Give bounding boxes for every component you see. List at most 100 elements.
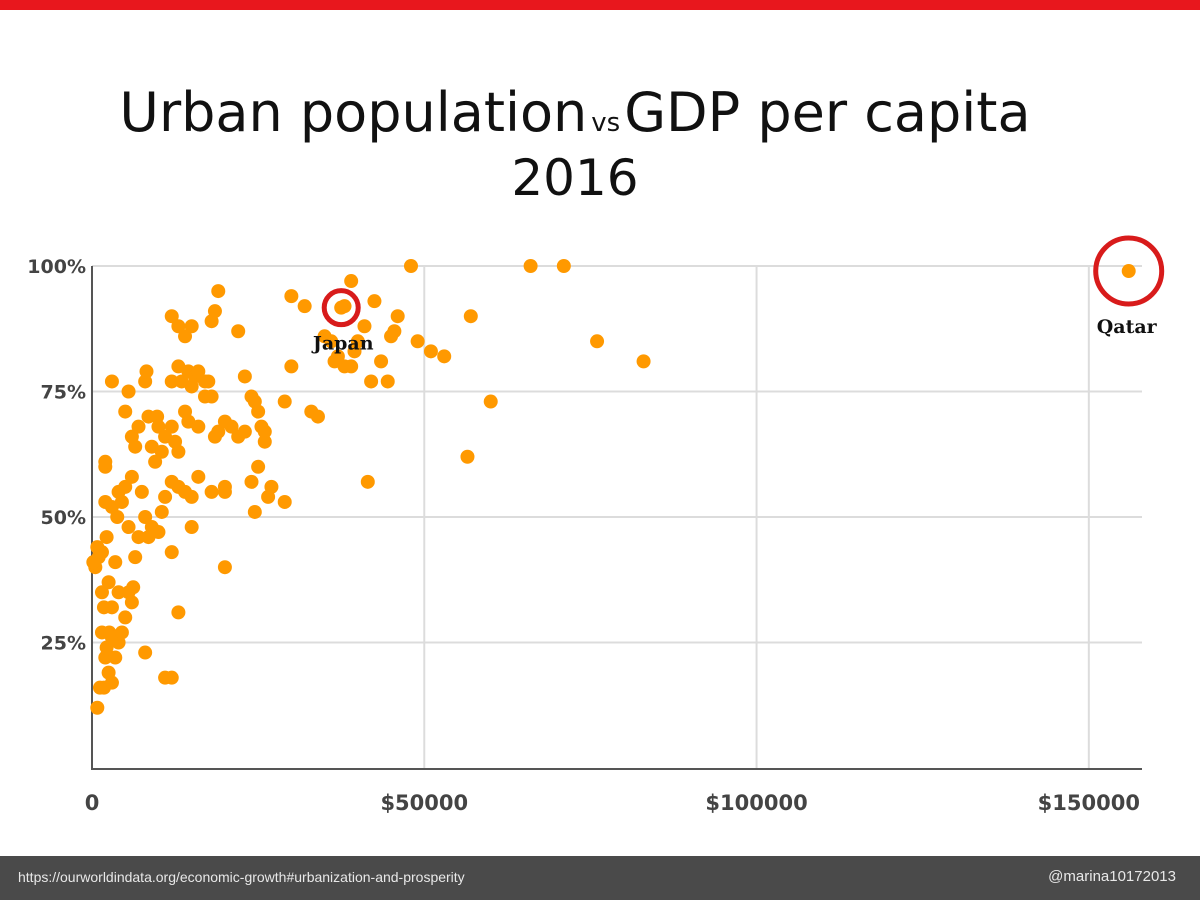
data-point [217, 484, 232, 499]
data-point [277, 394, 292, 409]
data-point [264, 479, 279, 494]
data-point [231, 324, 246, 339]
data-point [158, 489, 173, 504]
annotation-label: Qatar [1097, 316, 1158, 338]
data-point [131, 419, 146, 434]
data-point [171, 444, 186, 459]
data-point [191, 419, 206, 434]
data-point [154, 504, 169, 519]
data-point [324, 334, 339, 349]
data-point [410, 334, 425, 349]
data-point [134, 484, 149, 499]
data-point [483, 394, 498, 409]
data-point [118, 404, 133, 419]
data-point [251, 459, 266, 474]
data-point [164, 670, 179, 685]
data-point [374, 354, 389, 369]
data-point [523, 259, 538, 273]
data-point [237, 424, 252, 439]
data-point [171, 605, 186, 620]
data-point [151, 419, 166, 434]
data-point [104, 374, 119, 389]
data-point [128, 550, 143, 565]
data-point [636, 354, 651, 369]
highlighted-point [334, 300, 349, 315]
data-point [460, 449, 475, 464]
data-point [108, 555, 123, 570]
y-tick-label: 25% [41, 633, 86, 655]
title-vs: vs [591, 108, 621, 138]
data-point [437, 349, 452, 364]
highlighted-point [1121, 264, 1136, 279]
data-point [164, 545, 179, 560]
data-point [90, 540, 105, 555]
data-point [201, 374, 216, 389]
data-point [184, 489, 199, 504]
data-point [204, 389, 219, 404]
data-point [128, 439, 143, 454]
data-point [284, 359, 299, 374]
data-point [151, 525, 166, 540]
data-point [184, 319, 199, 334]
data-point [204, 484, 219, 499]
data-point [217, 560, 232, 575]
data-point [121, 384, 136, 399]
data-point [237, 369, 252, 384]
data-point [297, 299, 312, 314]
top-accent-bar [0, 0, 1200, 10]
x-tick-label: $150000 [1038, 791, 1140, 815]
data-point [310, 409, 325, 424]
data-point [178, 329, 193, 344]
highlight-ring [1093, 235, 1165, 307]
data-point [357, 319, 372, 334]
data-point [211, 424, 226, 439]
data-point [224, 419, 239, 434]
data-point [344, 274, 359, 289]
x-tick-label: 0 [85, 791, 100, 815]
source-link[interactable]: https://ourworldindata.org/economic-grow… [18, 869, 465, 885]
data-point [360, 474, 375, 489]
data-point [139, 364, 154, 379]
x-tick-label: $100000 [705, 791, 807, 815]
data-point [94, 625, 109, 640]
data-point [590, 334, 605, 349]
data-point [94, 585, 109, 600]
data-point [114, 494, 129, 509]
data-point [211, 284, 226, 299]
data-point [98, 454, 113, 469]
data-point [164, 419, 179, 434]
title-year: 2016 [511, 149, 639, 208]
title-line-1: Urban population vsGDP per capita [0, 81, 1150, 144]
data-point [277, 494, 292, 509]
y-tick-label: 75% [41, 382, 86, 404]
data-point [387, 324, 402, 339]
data-point [121, 520, 136, 535]
data-point [247, 504, 262, 519]
x-tick-label: $50000 [380, 791, 468, 815]
data-point [111, 585, 126, 600]
data-point [138, 645, 153, 660]
data-point [207, 304, 222, 319]
data-point [104, 600, 119, 615]
data-point [101, 575, 116, 590]
data-point [164, 374, 179, 389]
data-point [191, 364, 206, 379]
data-point [108, 650, 123, 665]
data-point [380, 374, 395, 389]
data-point [174, 374, 189, 389]
data-point [257, 434, 272, 449]
data-point [164, 309, 179, 324]
footer-bar: https://ourworldindata.org/economic-grow… [0, 856, 1200, 900]
data-point [148, 454, 163, 469]
title-part-1: Urban population [119, 81, 588, 144]
data-point [114, 625, 129, 640]
data-point [344, 359, 359, 374]
data-point [118, 610, 133, 625]
data-point [124, 595, 139, 610]
data-point [251, 404, 266, 419]
data-point [257, 424, 272, 439]
data-point [556, 259, 571, 273]
author-handle: @marina10172013 [1048, 868, 1176, 885]
data-point [104, 675, 119, 690]
data-point [99, 530, 114, 545]
